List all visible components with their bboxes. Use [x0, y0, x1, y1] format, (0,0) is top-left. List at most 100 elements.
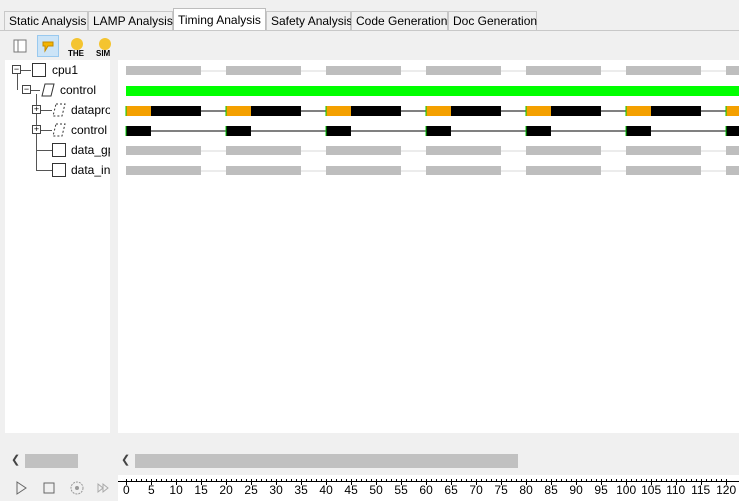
play-button[interactable]	[13, 480, 29, 496]
ruler-minor-tick	[166, 479, 167, 482]
ruler-minor-tick	[691, 479, 692, 482]
ruler-minor-tick	[431, 479, 432, 482]
chart-scroll-thumb[interactable]	[135, 454, 518, 468]
chart-scrollbar[interactable]: ❮	[118, 452, 739, 470]
execution-bar	[226, 166, 301, 175]
the-icon-label: THE	[68, 49, 85, 57]
ruler-tick	[126, 479, 127, 485]
execution-bar	[326, 146, 401, 155]
tree-item-data-gp[interactable]: data_gp	[71, 142, 110, 158]
ruler-tick	[376, 479, 377, 485]
tree-connector	[41, 110, 52, 111]
tab-safety-analysis[interactable]: Safety Analysis	[266, 11, 352, 30]
ruler-minor-tick	[256, 479, 257, 482]
tree-scrollbar[interactable]: ❮	[5, 452, 110, 470]
ruler-minor-tick	[336, 479, 337, 482]
scroll-left-icon[interactable]: ❮	[11, 454, 21, 466]
tree-connector	[17, 74, 18, 90]
ruler-minor-tick	[681, 479, 682, 482]
ruler-minor-tick	[421, 479, 422, 482]
tab-lamp-analysis[interactable]: LAMP Analysis	[88, 11, 173, 30]
ruler-minor-tick	[521, 479, 522, 482]
expand-icon[interactable]: +	[32, 104, 41, 114]
ruler-label: 105	[641, 483, 662, 497]
execution-bar	[426, 166, 501, 175]
ruler-minor-tick	[146, 479, 147, 482]
ruler-label: 5	[148, 483, 155, 497]
ruler-tick	[476, 479, 477, 485]
ruler-minor-tick	[366, 479, 367, 482]
tree-item-label: control	[71, 123, 108, 137]
ruler-minor-tick	[591, 479, 592, 482]
tab-code-generation[interactable]: Code Generation	[351, 11, 448, 30]
ruler-tick	[201, 479, 202, 485]
ruler-minor-tick	[456, 479, 457, 482]
tab-doc-generation[interactable]: Doc Generation	[448, 11, 537, 30]
tree-item-datapro[interactable]: datapro	[71, 102, 110, 118]
tree-item-control[interactable]: control	[60, 82, 96, 98]
execution-bar	[726, 146, 739, 155]
task-tree: − cpu1 − control + datapro + control dat…	[5, 60, 110, 433]
tree-item-data-in[interactable]: data_in	[71, 162, 110, 178]
dashed-task-icon	[52, 123, 66, 137]
ruler-minor-tick	[196, 479, 197, 482]
the-icon: THE	[68, 38, 85, 58]
highlight-button[interactable]	[37, 35, 59, 57]
step-button[interactable]	[95, 480, 111, 496]
ruler-minor-tick	[581, 479, 582, 482]
ruler-label: 60	[419, 483, 433, 497]
tree-item-label: data_in	[71, 163, 110, 177]
tab-static-analysis[interactable]: Static Analysis	[4, 11, 88, 30]
ruler-minor-tick	[636, 479, 637, 482]
ruler-baseline	[118, 481, 739, 482]
reset-button[interactable]	[69, 480, 85, 496]
collapse-icon[interactable]: −	[12, 64, 21, 74]
expand-icon[interactable]: +	[32, 124, 41, 134]
tab-timing-analysis[interactable]: Timing Analysis	[173, 8, 266, 31]
ruler-label: 95	[594, 483, 608, 497]
execution-bar	[726, 166, 739, 175]
ruler-minor-tick	[446, 479, 447, 482]
ruler-minor-tick	[416, 479, 417, 482]
execution-bar	[126, 166, 201, 175]
tree-scroll-thumb[interactable]	[25, 454, 78, 468]
ruler-minor-tick	[246, 479, 247, 482]
ruler-minor-tick	[321, 479, 322, 482]
ruler-minor-tick	[241, 479, 242, 482]
tree-item-control-sub[interactable]: control	[71, 122, 107, 138]
dashed-task-icon	[52, 103, 66, 117]
ruler-minor-tick	[181, 479, 182, 482]
execution-bar	[526, 66, 601, 75]
scroll-left-icon[interactable]: ❮	[121, 454, 131, 466]
ruler-label: 30	[269, 483, 283, 497]
ruler-minor-tick	[611, 479, 612, 482]
panel-toggle-button[interactable]	[9, 35, 31, 57]
execution-bar	[726, 66, 739, 75]
ruler-minor-tick	[296, 479, 297, 482]
ruler-minor-tick	[291, 479, 292, 482]
ruler-minor-tick	[231, 479, 232, 482]
ruler-minor-tick	[496, 479, 497, 482]
ruler-tick	[576, 479, 577, 485]
ruler-minor-tick	[156, 479, 157, 482]
ruler-label: 15	[194, 483, 208, 497]
ruler-label: 65	[444, 483, 458, 497]
ruler-tick	[451, 479, 452, 485]
tree-item-cpu1[interactable]: cpu1	[52, 62, 78, 78]
stop-icon	[43, 482, 55, 494]
tab-label: Code Generation	[356, 14, 448, 28]
sim-button[interactable]: SIM	[94, 35, 116, 58]
the-button[interactable]: THE	[66, 35, 88, 58]
execution-bar	[351, 106, 401, 116]
ruler-tick	[676, 479, 677, 485]
ruler-minor-tick	[306, 479, 307, 482]
wait-bar	[626, 106, 651, 116]
ruler-minor-tick	[536, 479, 537, 482]
ruler-label: 10	[169, 483, 183, 497]
ruler-minor-tick	[511, 479, 512, 482]
sim-icon-label: SIM	[96, 49, 111, 57]
collapse-icon[interactable]: −	[22, 84, 31, 94]
step-icon	[97, 482, 109, 494]
execution-bar	[151, 106, 201, 116]
stop-button[interactable]	[41, 480, 57, 496]
